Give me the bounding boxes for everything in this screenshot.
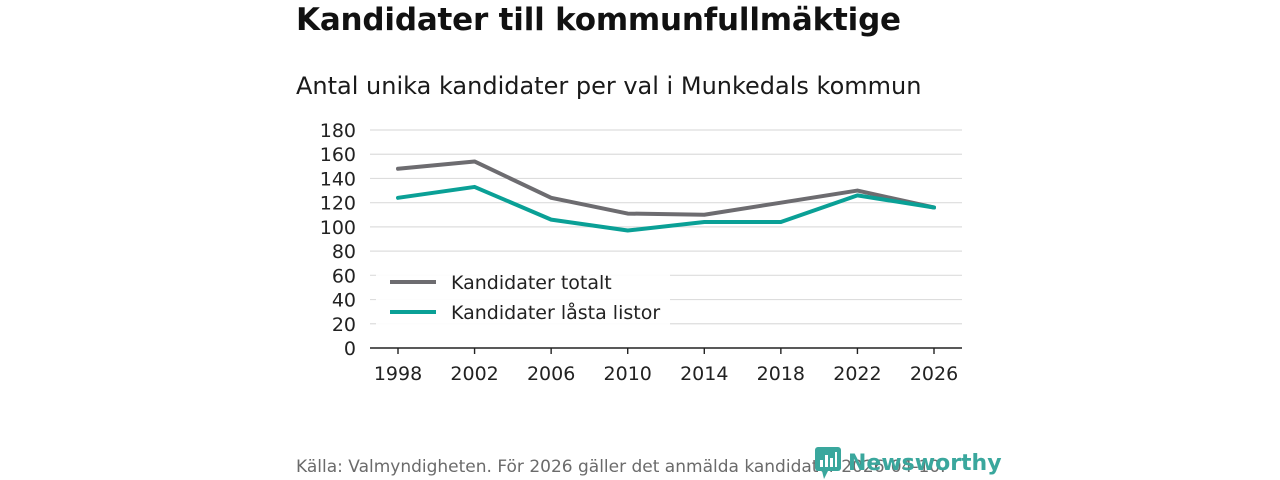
newsworthy-logo-text: Newsworthy xyxy=(848,450,1002,476)
chart-title: Kandidater till kommunfullmäktige xyxy=(296,2,901,38)
series-line-locked xyxy=(396,184,936,233)
x-tick-label: 1998 xyxy=(374,363,422,385)
legend-box xyxy=(376,267,670,327)
y-tick-label: 80 xyxy=(332,241,356,263)
x-tick-label: 2022 xyxy=(833,363,881,385)
newsworthy-logo: Newsworthy xyxy=(814,446,1002,480)
y-tick-label: 60 xyxy=(332,265,356,287)
source-note: Källa: Valmyndigheten. För 2026 gäller d… xyxy=(296,457,946,477)
y-tick-label: 20 xyxy=(332,314,356,336)
legend-label: Kandidater totalt xyxy=(451,272,612,294)
y-tick-label: 180 xyxy=(320,120,356,142)
y-tick-label: 100 xyxy=(320,217,356,239)
newsworthy-logo-icon xyxy=(815,447,841,479)
y-tick-label: 120 xyxy=(320,193,356,215)
x-tick-label: 2010 xyxy=(604,363,652,385)
legend-label: Kandidater låsta listor xyxy=(451,301,660,324)
y-tick-label: 0 xyxy=(344,338,356,360)
x-tick-label: 2026 xyxy=(910,363,958,385)
chart-subtitle: Antal unika kandidater per val i Munkeda… xyxy=(296,72,922,100)
y-tick-label: 40 xyxy=(332,290,356,312)
y-tick-label: 140 xyxy=(320,168,356,190)
x-tick-label: 2002 xyxy=(450,363,498,385)
x-tick-label: 2014 xyxy=(680,363,728,385)
y-tick-label: 160 xyxy=(320,144,356,166)
x-tick-label: 2006 xyxy=(527,363,575,385)
series-line-total xyxy=(396,159,936,217)
x-tick-label: 2018 xyxy=(757,363,805,385)
